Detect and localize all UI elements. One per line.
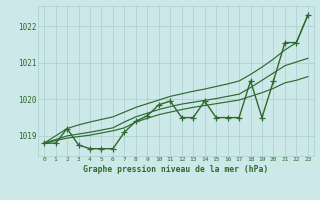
X-axis label: Graphe pression niveau de la mer (hPa): Graphe pression niveau de la mer (hPa) xyxy=(84,165,268,174)
